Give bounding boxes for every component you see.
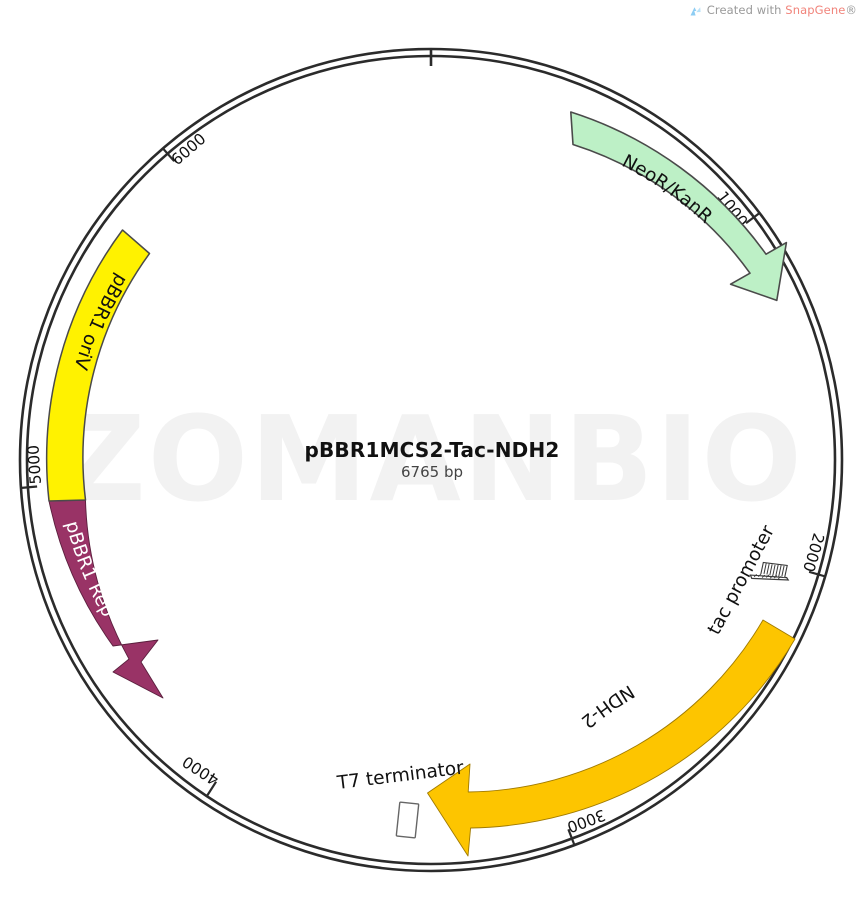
plasmid-length: 6765 bp xyxy=(401,463,463,481)
credit-brand: SnapGene xyxy=(785,3,846,17)
feature-pbbr1-rep[interactable]: pBBR1 Rep xyxy=(48,499,164,699)
plasmid-name: pBBR1MCS2-Tac-NDH2 xyxy=(304,438,559,462)
promoter-flag-icon xyxy=(749,561,790,581)
watermark-text: ZOMANBIO xyxy=(60,390,804,528)
feature-tac-promoter[interactable]: tac promoter xyxy=(704,522,791,639)
feature-label-tac-promoter: tac promoter xyxy=(704,522,779,639)
snapgene-credit: Created with SnapGene® xyxy=(689,3,857,17)
feature-label-ndh-2-text: NDH-2 xyxy=(577,680,638,732)
plasmid-center-label: pBBR1MCS2-Tac-NDH2 6765 bp xyxy=(304,438,559,481)
ruler-label-4000: 4000 xyxy=(179,752,222,789)
t7-terminator-box xyxy=(395,801,420,839)
ruler-label-2000: 2000 xyxy=(799,531,827,574)
ruler-tick-6000: 6000 xyxy=(162,130,210,169)
ruler-tick-2000: 2000 xyxy=(799,531,828,578)
feature-label-ndh-2: NDH-2 xyxy=(577,680,638,732)
ruler-tick-5000: 5000 xyxy=(20,444,45,490)
snapgene-credit-text: Created with SnapGene® xyxy=(707,3,857,17)
ruler-label-5000: 5000 xyxy=(24,444,45,485)
credit-prefix: Created with xyxy=(706,3,786,17)
snapgene-logo-icon xyxy=(689,5,702,18)
credit-suffix: ® xyxy=(845,3,857,17)
